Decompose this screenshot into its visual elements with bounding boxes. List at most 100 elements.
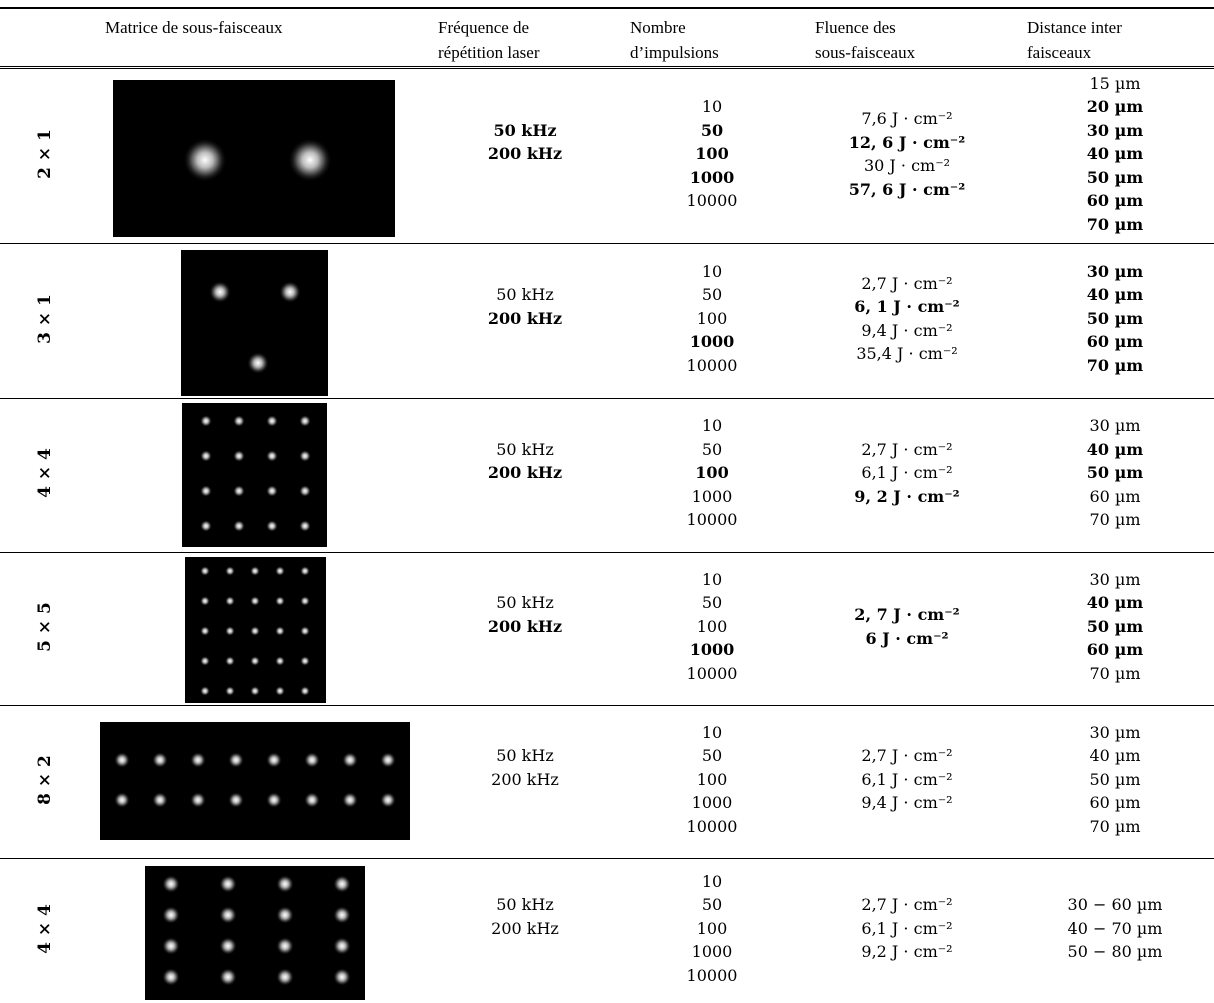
frequency-item: 50 kHz [493,120,557,140]
distance-item: 40 − 70 µm [1067,918,1163,938]
pulses-item: 1000 [691,793,733,813]
header-cell: répétition laser [438,43,540,62]
distance-item: 30 µm [1089,416,1141,436]
rule [0,552,1214,553]
pulses-item: 100 [695,144,729,164]
frequency-item: 50 kHz [496,285,554,304]
beam-image [100,722,410,840]
header-cell: Distance inter [1027,18,1122,37]
fluence-item: 35,4 J · cm⁻² [856,344,958,363]
row-label: 3 × 1 [35,293,55,344]
pulses-item: 10000 [686,191,738,211]
beam-image [185,557,326,703]
frequency-item: 50 kHz [496,746,554,765]
distance-item: 50 µm [1086,463,1144,483]
distance-item: 60 µm [1089,793,1141,813]
fluence-item: 57, 6 J · cm⁻² [848,179,966,199]
header-cell: d’impulsions [630,43,719,62]
fluence-item: 9,4 J · cm⁻² [861,320,953,340]
pulses-item: 50 [701,746,723,766]
row-label: 5 × 5 [35,601,55,652]
pulses-item: 10 [701,722,723,742]
distance-item: 40 µm [1086,439,1144,459]
fluence-item: 2,7 J · cm⁻² [861,895,953,915]
frequency-item: 50 kHz [496,895,554,914]
rule [0,68,1214,69]
rule [0,243,1214,244]
fluence-item: 2,7 J · cm⁻² [861,273,953,293]
beam-image [182,403,327,547]
pulses-item: 100 [696,308,728,328]
header-cell: sous-faisceaux [815,43,916,62]
beam-image [145,866,365,1000]
fluence-item: 12, 6 J · cm⁻² [848,132,966,152]
header-cell: Fluence des [815,18,896,37]
pulses-item: 50 [701,285,723,305]
fluence-item: 6 J · cm⁻² [865,628,949,648]
beam-image [113,80,395,237]
pulses-item: 10000 [686,816,738,836]
pulses-item: 50 [701,439,723,459]
frequency-item: 50 kHz [496,593,554,612]
header-cell: Nombre [630,18,686,37]
distance-item: 60 µm [1089,486,1141,506]
pulses-item: 1000 [689,640,735,660]
distance-item: 50 µm [1086,616,1144,636]
frequency-item: 200 kHz [487,616,563,636]
frequency-item: 50 kHz [496,439,554,459]
row-label: 4 × 4 [35,903,55,954]
pulses-item: 10 [701,416,723,436]
fluence-item: 9,4 J · cm⁻² [861,793,953,813]
frequency-item: 200 kHz [487,463,563,482]
pulses-item: 100 [695,463,729,483]
row-label: 4 × 4 [35,448,55,498]
fluence-item: 2, 7 J · cm⁻² [854,605,960,624]
distance-item: 70 µm [1086,355,1144,375]
distance-item: 40 µm [1086,144,1144,164]
header-cell: Fréquence de [438,18,530,37]
beam-image [181,250,328,396]
distance-item: 30 µm [1086,261,1144,281]
fluence-item: 6,1 J · cm⁻² [861,463,953,483]
distance-item: 30 − 60 µm [1067,895,1163,915]
pulses-item: 10 [701,261,723,281]
distance-item: 40 µm [1086,285,1144,305]
frequency-item: 200 kHz [491,918,559,938]
distance-item: 30 µm [1089,569,1141,589]
header-cell: faisceaux [1027,43,1092,62]
pulses-item: 1000 [689,332,735,352]
distance-item: 50 − 80 µm [1067,942,1163,962]
distance-item: 20 µm [1086,97,1144,117]
rule [0,7,1214,9]
distance-item: 70 µm [1086,214,1144,234]
pulses-item: 100 [696,769,728,789]
distance-item: 30 µm [1089,722,1141,742]
fluence-item: 30 J · cm⁻² [863,156,951,175]
header-cell: Matrice de sous-faisceaux [105,18,283,37]
distance-item: 60 µm [1086,640,1144,660]
pulses-item: 10 [701,871,723,891]
pulses-item: 10000 [686,355,738,375]
pulses-item: 50 [701,895,723,915]
distance-item: 40 µm [1086,593,1144,613]
distance-item: 50 µm [1086,167,1144,187]
frequency-item: 200 kHz [487,144,563,163]
distance-item: 70 µm [1089,510,1141,530]
distance-item: 60 µm [1086,332,1144,352]
pulses-item: 100 [696,918,728,938]
row-label: 8 × 2 [35,754,55,805]
fluence-item: 9,2 J · cm⁻² [861,942,953,962]
pulses-item: 1000 [689,167,735,187]
pulses-item: 50 [700,120,724,140]
fluence-item: 6,1 J · cm⁻² [861,918,953,938]
pulses-item: 10 [701,569,723,589]
distance-item: 50 µm [1089,769,1141,789]
row-label: 2 × 1 [35,129,55,179]
pulses-item: 10 [701,97,723,117]
distance-item: 60 µm [1086,191,1144,211]
distance-item: 40 µm [1089,746,1141,766]
pulses-item: 10000 [686,510,738,530]
rule [0,398,1214,399]
pulses-item: 10000 [686,965,738,985]
